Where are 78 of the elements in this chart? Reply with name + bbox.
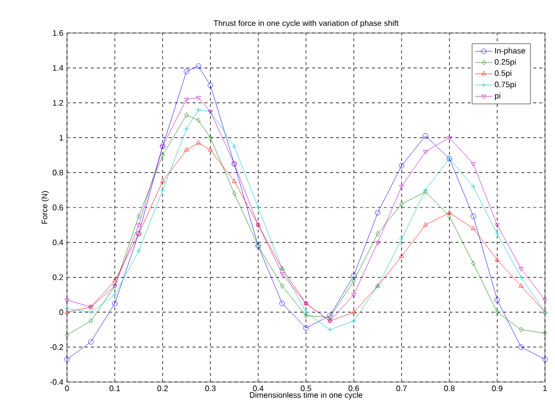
point <box>112 300 118 306</box>
point <box>208 135 212 140</box>
point <box>351 293 356 298</box>
point <box>64 356 70 362</box>
point <box>160 152 165 158</box>
point <box>495 310 500 315</box>
point <box>470 162 476 167</box>
point <box>542 330 548 336</box>
point <box>494 257 500 262</box>
point <box>518 267 524 272</box>
point <box>196 140 201 144</box>
point <box>351 318 356 324</box>
point <box>256 204 261 210</box>
point <box>327 326 333 332</box>
point <box>400 201 404 207</box>
point <box>542 356 548 362</box>
point <box>519 326 524 332</box>
point <box>398 162 404 168</box>
point <box>351 310 356 314</box>
point <box>542 298 548 303</box>
point <box>423 222 428 226</box>
point <box>352 278 356 284</box>
point <box>399 254 404 258</box>
point <box>196 107 202 112</box>
point <box>112 278 118 282</box>
point <box>184 98 189 102</box>
point <box>232 144 237 150</box>
point <box>280 272 284 276</box>
point <box>422 133 428 139</box>
point <box>470 214 476 219</box>
point <box>196 118 201 123</box>
point <box>494 230 500 236</box>
point <box>160 178 165 183</box>
point <box>136 214 141 219</box>
point <box>196 63 202 69</box>
point <box>303 325 309 331</box>
point <box>136 224 142 228</box>
point <box>470 184 476 190</box>
point <box>64 332 70 338</box>
point <box>518 283 524 288</box>
point <box>232 178 237 183</box>
point <box>160 187 166 193</box>
point <box>471 260 476 266</box>
point <box>136 248 142 254</box>
point <box>64 306 70 312</box>
point <box>518 274 524 280</box>
point <box>303 310 309 315</box>
point <box>447 214 452 219</box>
point <box>494 297 500 303</box>
point <box>280 283 284 289</box>
point <box>184 68 190 74</box>
point <box>208 82 214 88</box>
point <box>232 190 236 196</box>
point <box>351 272 356 278</box>
point <box>376 230 380 236</box>
point <box>375 210 380 216</box>
point <box>184 112 189 118</box>
point <box>304 313 308 318</box>
point <box>112 292 118 298</box>
point <box>88 318 93 324</box>
point <box>375 240 380 246</box>
point <box>447 210 452 214</box>
point <box>518 344 524 350</box>
point <box>196 96 201 100</box>
point <box>184 126 190 132</box>
point <box>184 147 189 152</box>
point <box>208 147 213 152</box>
point <box>64 298 70 303</box>
point <box>447 136 452 140</box>
point <box>279 300 285 306</box>
point <box>399 185 404 190</box>
point <box>470 226 476 230</box>
point <box>88 339 94 345</box>
point <box>494 224 500 228</box>
point <box>398 236 404 242</box>
point <box>64 310 70 314</box>
point <box>423 150 428 154</box>
point <box>88 310 94 315</box>
